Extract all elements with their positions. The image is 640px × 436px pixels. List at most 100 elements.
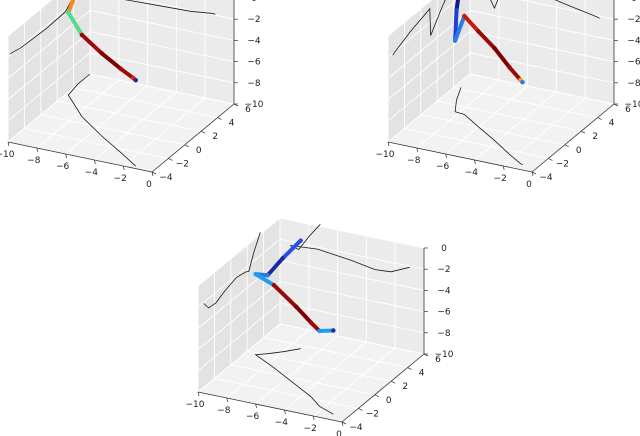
y-tick: [184, 144, 189, 148]
grid-line-z: [387, 0, 615, 58]
trajectory: [66, 0, 138, 83]
z-tick-label: −8: [437, 329, 451, 339]
y-tick: [201, 130, 206, 134]
grid-line-z: [387, 73, 615, 143]
grid-line-z: [387, 0, 433, 37]
x-tick-label: 0: [336, 430, 342, 436]
y-tick-label: −2: [556, 159, 569, 169]
y-tick: [358, 408, 363, 411]
trajectory: [253, 238, 336, 334]
y-tick-label: 4: [229, 119, 235, 129]
trajectory-point: [280, 256, 285, 261]
trajectory-point: [520, 80, 525, 85]
x-tick: [502, 165, 505, 171]
x-tick-label: −4: [85, 168, 99, 178]
x-tick-label: −6: [436, 162, 450, 172]
y-tick-label: 2: [592, 132, 598, 142]
y-tick-label: 4: [419, 369, 425, 379]
y-axis-line: [341, 353, 425, 423]
z-tick-label: −2: [627, 15, 640, 25]
trajectory-point: [294, 304, 299, 309]
y-tick: [407, 367, 412, 370]
y-axis-line: [151, 103, 235, 173]
x-axis-line: [197, 391, 343, 423]
trajectory-segment: [280, 238, 303, 261]
y-tick-label: 2: [402, 382, 408, 392]
y-tick-label: −2: [366, 409, 379, 419]
trajectory-segment: [265, 256, 285, 278]
trajectory-segment: [492, 46, 512, 70]
z-tick-label: −6: [247, 58, 261, 68]
x-tick-label: −10: [376, 150, 395, 160]
x-tick-label: −10: [0, 150, 15, 160]
x-tick-label: −6: [246, 412, 260, 422]
grid-line-z: [387, 31, 615, 100]
grid-line-z: [7, 31, 235, 100]
trajectory-segment: [119, 67, 136, 80]
z-tick-label: −10: [435, 350, 454, 360]
x-tick: [312, 415, 315, 421]
x-tick: [197, 391, 200, 397]
projection-xy: [454, 87, 523, 166]
z-tick-label: −6: [627, 58, 640, 68]
x-tick: [122, 165, 125, 171]
z-tick-label: 0: [251, 0, 257, 4]
projection-group: [392, 0, 600, 166]
x-tick-label: −8: [217, 406, 231, 416]
trajectory-segment: [462, 13, 481, 34]
y-tick: [548, 158, 553, 161]
trajectory-point: [476, 29, 481, 34]
z-tick-label: −10: [625, 100, 640, 110]
y-tick-label: 0: [196, 146, 202, 156]
y-tick: [564, 144, 569, 148]
trajectory-segment: [271, 283, 299, 309]
trajectory-point: [317, 328, 322, 334]
trajectory-point: [133, 78, 138, 83]
grid-lines: [387, 0, 615, 173]
trajectory-segment: [99, 51, 124, 72]
trajectory-point: [298, 238, 303, 243]
trajectory-point: [118, 66, 124, 72]
x-axis-line: [7, 141, 153, 173]
x-tick: [531, 171, 534, 177]
grid-line-z: [7, 0, 53, 37]
trajectory-segment: [476, 29, 497, 51]
trajectory-segment: [294, 304, 314, 325]
y-tick: [217, 117, 222, 120]
projection-yz: [10, 0, 73, 55]
x-tick: [387, 141, 390, 147]
y-tick-label: 0: [386, 396, 392, 406]
x-tick: [151, 171, 154, 177]
x-tick-label: −4: [465, 168, 479, 178]
y-tick-label: 0: [576, 146, 582, 156]
trajectory: [452, 0, 525, 85]
y-tick-label: −2: [176, 159, 189, 169]
x-tick: [226, 397, 229, 403]
y-tick-label: −4: [159, 173, 173, 183]
x-tick-label: −2: [114, 174, 127, 184]
trajectory-point: [462, 13, 467, 19]
projection-xz: [289, 224, 410, 273]
x-tick-label: −10: [186, 400, 205, 410]
z-tick-label: 0: [441, 244, 447, 254]
y-tick-label: 4: [609, 119, 615, 129]
grid-line-z: [7, 52, 235, 122]
grid-line-z: [387, 9, 615, 79]
trajectory-segment: [454, 0, 461, 13]
y-tick: [581, 130, 586, 134]
y-tick-label: 6: [245, 105, 251, 115]
trajectory-segment: [507, 65, 523, 82]
trajectory-segment: [253, 272, 276, 288]
projection-xz: [124, 0, 216, 15]
x-tick: [416, 147, 419, 153]
z-tick-label: 0: [631, 0, 637, 4]
y-tick-label: 2: [212, 132, 218, 142]
x-tick: [445, 153, 447, 159]
axis-lines: [387, 0, 615, 173]
trajectory-point: [507, 65, 512, 70]
x-tick: [474, 159, 476, 165]
y-tick-label: −4: [539, 173, 553, 183]
